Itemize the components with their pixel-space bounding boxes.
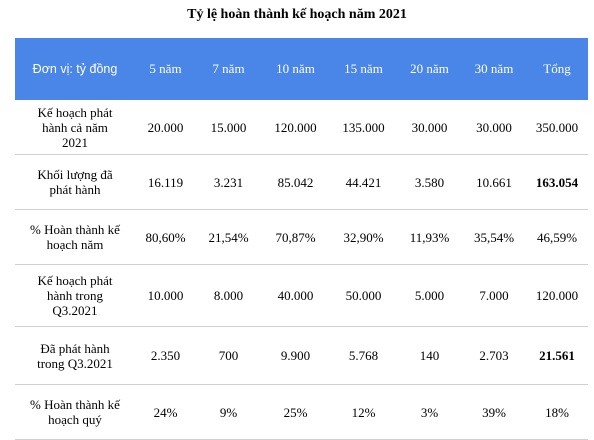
table-cell: 40.000 — [261, 264, 330, 327]
table-body: Kế hoạch phát hành cả năm 2021 20.000 15.0… — [15, 100, 588, 440]
header-cell: 20 năm — [397, 38, 462, 100]
table-row: Kế hoạch phát hành cả năm 2021 20.000 15.0… — [15, 100, 588, 155]
table-cell: 9% — [196, 384, 261, 440]
table-cell: 5.000 — [397, 264, 462, 327]
table-cell: 50.000 — [330, 264, 397, 327]
table-cell: 350.000 — [526, 100, 588, 155]
table-cell: 140 — [397, 326, 462, 385]
table-cell: 10.661 — [462, 154, 526, 210]
table-cell: 5.768 — [330, 326, 397, 385]
header-row: Đơn vị: tỷ đồng 5 năm 7 năm 10 năm 15 năm 20 … — [15, 38, 588, 100]
table-cell: 3% — [397, 384, 462, 440]
table-cell: 120.000 — [526, 264, 588, 327]
table-cell: 163.054 — [526, 154, 588, 210]
table-cell: 70,87% — [261, 209, 330, 265]
table-cell: 21,54% — [196, 209, 261, 265]
header-cell: 5 năm — [135, 38, 196, 100]
header-cell: 10 năm — [261, 38, 330, 100]
table-cell: 35,54% — [462, 209, 526, 265]
table-cell: 80,60% — [135, 209, 196, 265]
table-cell: 85.042 — [261, 154, 330, 210]
header-cell: 7 năm — [196, 38, 261, 100]
row-label: Kế hoạch phát hành cả năm 2021 — [15, 100, 135, 155]
table-cell: 9.900 — [261, 326, 330, 385]
table-cell: 700 — [196, 326, 261, 385]
row-label: Kế hoạch phát hành trong Q3.2021 — [15, 264, 135, 327]
table-cell: 24% — [135, 384, 196, 440]
table-cell: 20.000 — [135, 100, 196, 155]
table-cell: 11,93% — [397, 209, 462, 265]
table-cell: 21.561 — [526, 326, 588, 385]
table-cell: 32,90% — [330, 209, 397, 265]
table-cell: 44.421 — [330, 154, 397, 210]
table-cell: 135.000 — [330, 100, 397, 155]
table-cell: 39% — [462, 384, 526, 440]
table-cell: 18% — [526, 384, 588, 440]
table-title: Tỷ lệ hoàn thành kế hoạch năm 2021 — [187, 7, 407, 22]
table-cell: 46,59% — [526, 209, 588, 265]
row-label: Đã phát hành trong Q3.2021 — [15, 326, 135, 385]
table-cell: 30.000 — [397, 100, 462, 155]
table-cell: 16.119 — [135, 154, 196, 210]
table-cell: 25% — [261, 384, 330, 440]
header-cell: 15 năm — [330, 38, 397, 100]
table-cell: 120.000 — [261, 100, 330, 155]
header-cell: 30 năm — [462, 38, 526, 100]
table-cell: 3.231 — [196, 154, 261, 210]
table-cell: 8.000 — [196, 264, 261, 327]
table-cell: 2.350 — [135, 326, 196, 385]
table-row: % Hoàn thành kế hoạch quý 24% 9% 25% 12% 3% 39… — [15, 384, 588, 440]
table-cell: 7.000 — [462, 264, 526, 327]
table-row: Đã phát hành trong Q3.2021 2.350 700 9.900 5… — [15, 326, 588, 385]
header-cell: Đơn vị: tỷ đồng — [15, 38, 135, 100]
table-cell: 2.703 — [462, 326, 526, 385]
row-label: % Hoàn thành kế hoạch quý — [15, 384, 135, 440]
row-label: % Hoàn thành kế hoạch năm — [15, 209, 135, 265]
table-cell: 10.000 — [135, 264, 196, 327]
row-label: Khối lượng đã phát hành — [15, 154, 135, 210]
data-table: Đơn vị: tỷ đồng 5 năm 7 năm 10 năm 15 năm 20 … — [15, 38, 588, 440]
header-cell: Tổng — [526, 38, 588, 100]
table-cell: 30.000 — [462, 100, 526, 155]
table-row: % Hoàn thành kế hoạch năm 80,60% 21,54% 70,… — [15, 209, 588, 265]
table-cell: 15.000 — [196, 100, 261, 155]
table-cell: 3.580 — [397, 154, 462, 210]
table-row: Kế hoạch phát hành trong Q3.2021 10.000 8.… — [15, 264, 588, 327]
table-cell: 12% — [330, 384, 397, 440]
table-row: Khối lượng đã phát hành 16.119 3.231 85.042… — [15, 154, 588, 210]
